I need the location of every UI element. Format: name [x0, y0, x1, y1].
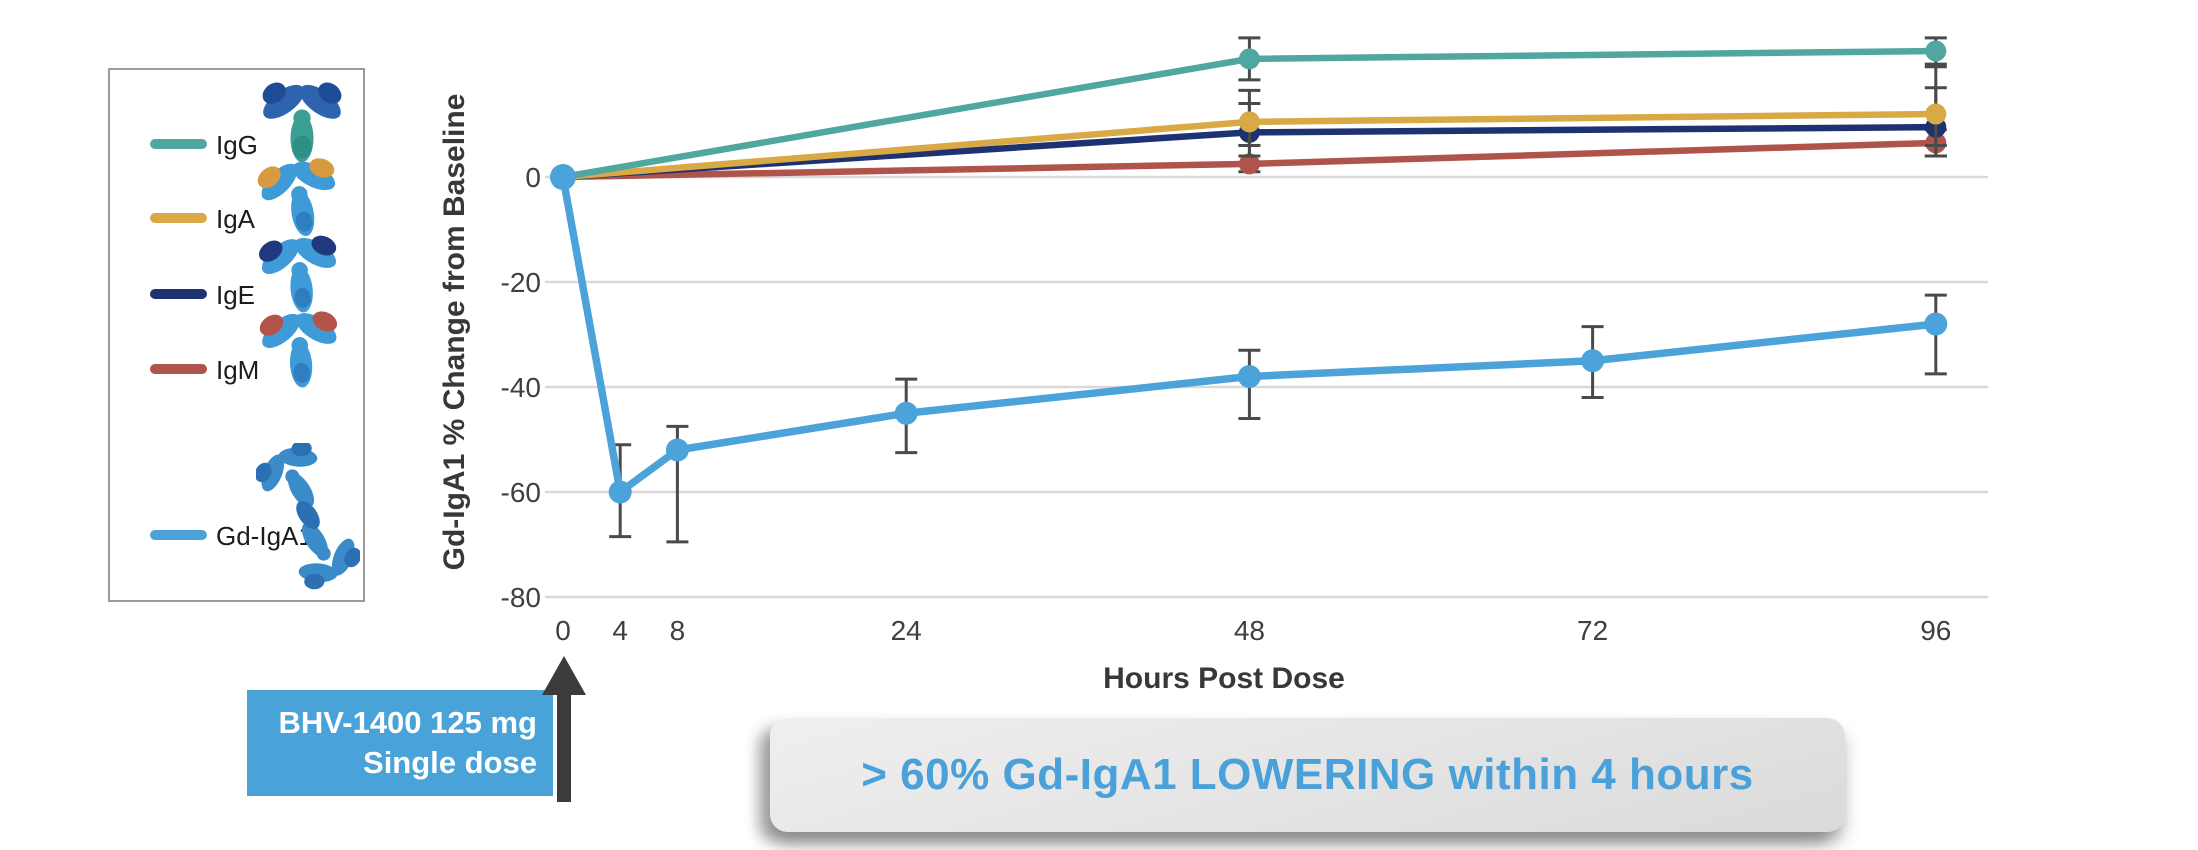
y-tick-label: 0	[525, 162, 541, 193]
Gd-IgA1-marker	[1237, 365, 1261, 388]
igg-antibody-icon	[262, 82, 342, 163]
IgM-marker	[1238, 153, 1260, 175]
gd-iga1-line-swatch	[150, 530, 207, 540]
igm-antibody-icon	[259, 311, 338, 388]
headline-banner: > 60% Gd-IgA1 LOWERING within 4 hours	[770, 718, 1845, 832]
y-tick-label: -40	[501, 372, 541, 403]
x-tick-label: 72	[1577, 615, 1608, 646]
legend-panel: IgG IgA	[108, 68, 365, 602]
IgG-marker	[1238, 48, 1260, 70]
Gd-IgA1-line	[559, 173, 1940, 496]
gd-iga1-antibody-icon	[256, 443, 360, 590]
IgE-marker	[1925, 116, 1947, 138]
legend-label-ige: IgE	[216, 280, 256, 310]
legend-label-gd-iga1: Gd-IgA1	[216, 521, 313, 551]
x-tick-label: 0	[555, 615, 571, 646]
dose-callout-box: BHV-1400 125 mg Single dose	[247, 690, 553, 796]
y-tick-label: -80	[501, 582, 541, 613]
Gd-IgA1-marker	[550, 164, 576, 190]
IgM-line	[559, 139, 1940, 181]
y-tick-label: -20	[501, 267, 541, 298]
IgA-marker	[1925, 103, 1947, 125]
legend-label-iga: IgA	[216, 204, 256, 234]
IgA-marker	[1238, 111, 1260, 133]
x-tick-label: 4	[612, 615, 628, 646]
IgM-marker	[552, 166, 574, 188]
legend-label-igm: IgM	[216, 355, 260, 385]
igm-line-swatch	[150, 364, 207, 374]
x-tick-label: 8	[670, 615, 686, 646]
legend-label-igg: IgG	[216, 130, 258, 160]
x-tick-label: 48	[1234, 615, 1265, 646]
IgG-marker	[1925, 40, 1947, 62]
Gd-IgA1-marker	[608, 480, 632, 504]
y-axis-title: Gd-IgA1 % Change from Baseline	[438, 93, 471, 571]
IgE-marker	[1238, 121, 1260, 143]
iga-antibody-icon	[257, 158, 336, 237]
x-tick-label: 96	[1920, 615, 1951, 646]
headline-banner-text: > 60% Gd-IgA1 LOWERING within 4 hours	[861, 750, 1754, 799]
IgA-marker	[552, 166, 574, 188]
Gd-IgA1-marker	[1581, 349, 1605, 373]
Gd-IgA1-marker	[894, 401, 918, 425]
Gd-IgA1-marker	[665, 438, 689, 462]
y-tick-label: -60	[501, 477, 541, 508]
iga-line-swatch	[150, 213, 207, 223]
IgA-line	[559, 110, 1940, 181]
x-axis-title: Hours Post Dose	[1103, 662, 1345, 695]
dose-callout-line2: Single dose	[363, 745, 537, 780]
dose-callout-line1: BHV-1400 125 mg	[278, 705, 537, 740]
Gd-IgA1-marker	[1924, 312, 1948, 336]
IgG-line	[559, 47, 1940, 181]
ige-antibody-icon	[259, 235, 337, 313]
IgM-marker	[1925, 132, 1947, 154]
IgG-marker	[552, 166, 574, 188]
igg-line-swatch	[150, 139, 207, 149]
IgE-marker	[552, 166, 574, 188]
x-tick-label: 24	[891, 615, 922, 646]
IgE-line	[559, 123, 1940, 181]
ige-line-swatch	[150, 289, 207, 299]
dose-arrow-icon	[542, 656, 586, 802]
